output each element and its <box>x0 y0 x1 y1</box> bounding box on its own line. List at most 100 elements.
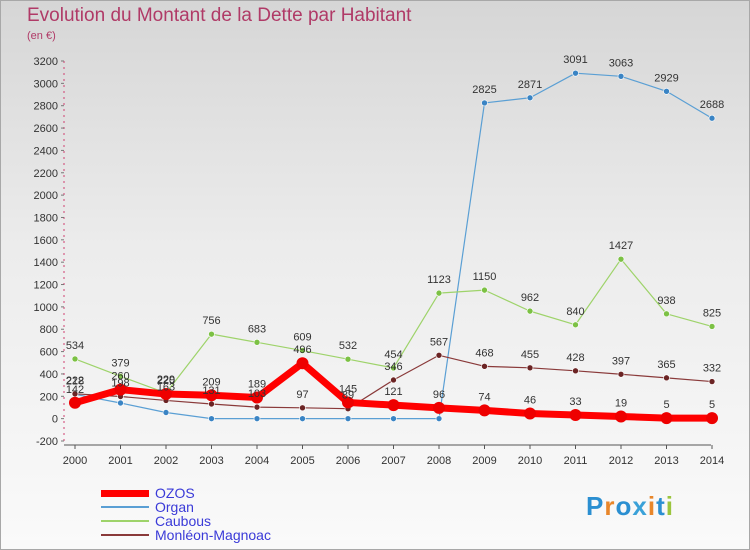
x-tick-label: 2002 <box>154 455 178 467</box>
data-point-caubous <box>572 321 579 329</box>
data-point-caubous <box>208 330 215 338</box>
data-label-caubous: 1123 <box>427 274 451 286</box>
data-label-monl-on-magnoac: 332 <box>703 363 721 375</box>
data-label-caubous: 609 <box>293 332 311 344</box>
data-label-ozos: 5 <box>663 399 669 411</box>
data-point-monl-on-magnoac <box>572 367 579 375</box>
data-point-ozos <box>524 407 536 420</box>
data-point-monl-on-magnoac <box>708 378 716 385</box>
data-label-monl-on-magnoac: 428 <box>566 352 584 364</box>
data-label-caubous: 962 <box>521 292 539 304</box>
data-point-organ <box>481 99 488 107</box>
y-tick-label: 1600 <box>34 235 58 247</box>
data-label-monl-on-magnoac: 89 <box>342 390 354 402</box>
data-label-caubous: 1150 <box>473 271 497 283</box>
data-point-ozos <box>660 412 673 425</box>
data-label-ozos: 33 <box>569 396 581 408</box>
data-label-ozos: 260 <box>111 371 129 383</box>
data-point-ozos <box>160 388 172 401</box>
x-tick-label: 2003 <box>199 455 223 467</box>
data-point-caubous <box>344 355 352 363</box>
data-point-organ <box>208 415 215 422</box>
data-label-ozos: 189 <box>248 379 266 391</box>
y-tick-label: 2000 <box>34 190 58 202</box>
data-label-caubous: 683 <box>248 323 266 335</box>
logo-letter: i <box>665 491 674 521</box>
y-tick-label: 1400 <box>34 257 58 269</box>
series-lines <box>69 69 718 425</box>
data-point-ozos <box>433 401 445 414</box>
data-label-ozos: 496 <box>293 344 311 356</box>
data-point-ozos <box>114 383 127 396</box>
data-point-caubous <box>708 323 716 330</box>
data-point-ozos <box>342 396 354 409</box>
logo-letter: x <box>632 491 648 521</box>
y-tick-label: 2400 <box>34 145 58 157</box>
data-label-organ: 2871 <box>518 79 542 91</box>
x-tick-label: 2007 <box>381 455 405 467</box>
data-point-caubous <box>117 372 124 380</box>
x-tick-label: 2004 <box>245 455 269 467</box>
data-point-monl-on-magnoac <box>253 403 261 411</box>
data-label-monl-on-magnoac: 97 <box>296 389 308 401</box>
data-label-ozos: 19 <box>615 398 627 410</box>
data-label-ozos: 46 <box>524 395 536 407</box>
data-label-organ: 3091 <box>563 54 587 66</box>
y-tick-label: 800 <box>40 324 58 336</box>
legend-item-organ: Organ <box>101 500 271 514</box>
legend-item-ozos: OZOS <box>101 486 271 500</box>
data-label-caubous: 938 <box>657 295 675 307</box>
data-label-monl-on-magnoac: 455 <box>521 349 539 361</box>
data-label-monl-on-magnoac: 397 <box>612 355 630 367</box>
data-point-organ <box>617 73 625 80</box>
data-label-organ: 2688 <box>700 99 724 111</box>
data-label-monl-on-magnoac: 198 <box>111 378 129 390</box>
data-point-monl-on-magnoac <box>390 376 397 384</box>
data-label-ozos: 220 <box>157 375 175 387</box>
x-tick-label: 2006 <box>336 455 360 467</box>
data-point-caubous <box>435 289 443 297</box>
data-label-monl-on-magnoac: 346 <box>384 361 402 373</box>
x-tick-label: 2001 <box>108 455 132 467</box>
data-point-monl-on-magnoac <box>208 400 215 408</box>
proxiti-logo: Proxiti <box>586 491 674 522</box>
y-tick-label: 2800 <box>34 101 58 113</box>
y-tick-label: 1800 <box>34 212 58 224</box>
y-tick-label: 2200 <box>34 168 58 180</box>
data-point-ozos <box>251 391 263 404</box>
data-label-organ: 3063 <box>609 57 633 69</box>
data-point-monl-on-magnoac <box>663 374 670 382</box>
data-point-organ <box>162 409 170 416</box>
data-label-caubous: 840 <box>566 306 584 318</box>
x-tick-label: 2005 <box>290 455 314 467</box>
x-tick-label: 2013 <box>654 455 678 467</box>
logo-letter: o <box>615 491 633 521</box>
y-tick-label: 600 <box>40 347 58 359</box>
data-point-organ <box>435 415 443 422</box>
y-tick-label: -200 <box>36 436 58 448</box>
logo-letter: t <box>656 491 666 521</box>
x-tick-label: 2011 <box>564 455 588 467</box>
x-tick-label: 2009 <box>472 455 496 467</box>
legend-swatch <box>101 489 149 497</box>
data-point-caubous <box>390 364 397 372</box>
data-label-organ: 2929 <box>654 72 678 84</box>
data-point-caubous <box>71 355 79 363</box>
x-tick-label: 2008 <box>427 455 451 467</box>
legend-swatch <box>101 506 149 508</box>
data-label-ozos: 96 <box>433 389 445 401</box>
data-label-ozos: 121 <box>384 386 402 398</box>
data-label-monl-on-magnoac: 131 <box>202 385 220 397</box>
y-tick-label: 2600 <box>34 123 58 135</box>
y-tick-label: 1200 <box>34 280 58 292</box>
data-point-monl-on-magnoac <box>617 370 625 378</box>
data-label-monl-on-magnoac: 103 <box>248 388 266 400</box>
legend-item-monl-on-magnoac: Monléon-Magnoac <box>101 528 271 542</box>
legend-label: Caubous <box>155 513 212 529</box>
legend-label: Organ <box>155 499 194 515</box>
data-point-caubous <box>299 347 306 354</box>
data-label-ozos: 5 <box>709 399 715 411</box>
data-point-ozos <box>296 357 309 370</box>
data-point-caubous <box>526 307 534 315</box>
